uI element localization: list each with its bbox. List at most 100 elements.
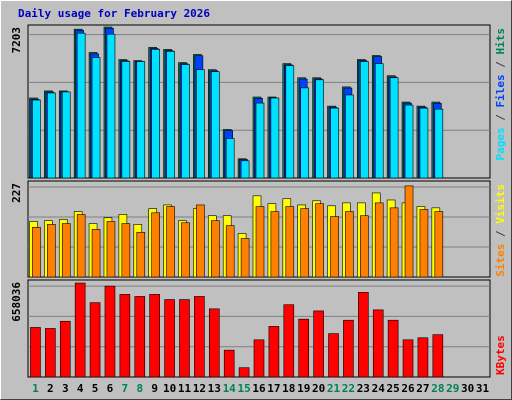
bar — [208, 308, 220, 378]
bar — [223, 349, 235, 378]
legend-separator: / — [494, 55, 507, 75]
x-tick-label: 11 — [178, 382, 192, 395]
bar — [89, 302, 101, 378]
x-tick-label: 2 — [47, 382, 54, 395]
bar — [417, 337, 429, 378]
bar — [389, 207, 399, 278]
bar — [345, 94, 354, 179]
bar — [61, 91, 71, 179]
bar — [91, 229, 101, 278]
bar — [330, 107, 339, 179]
bar — [372, 309, 384, 378]
bar — [402, 339, 414, 378]
x-tick-label: 8 — [136, 382, 143, 395]
legend: Pages / Files / Hits — [494, 28, 507, 161]
bar — [255, 102, 265, 179]
y-tick-label: 227 — [10, 183, 23, 203]
bar — [210, 71, 220, 179]
bar — [91, 57, 101, 179]
x-tick-label: 30 — [461, 382, 474, 395]
bar — [32, 227, 41, 278]
x-tick-label: 12 — [193, 382, 206, 395]
bar — [270, 97, 280, 179]
bar — [106, 33, 116, 179]
bar — [151, 212, 160, 278]
bar — [225, 225, 235, 278]
x-tick-label: 17 — [267, 382, 280, 395]
x-tick-label: 16 — [252, 382, 266, 395]
x-tick-label: 25 — [387, 382, 400, 395]
bar — [419, 209, 429, 278]
legend-entry: Files — [494, 74, 507, 107]
legend-entry: Pages — [494, 127, 507, 160]
x-tick-label: 10 — [163, 382, 176, 395]
bar — [300, 87, 310, 179]
bar — [196, 69, 205, 179]
bar — [30, 327, 41, 378]
bar — [240, 238, 250, 278]
bar — [121, 223, 131, 278]
bar — [74, 282, 86, 378]
bar — [313, 310, 324, 378]
bar — [253, 339, 265, 378]
legend-entry: Visits — [494, 184, 507, 224]
bar — [358, 292, 369, 378]
bar — [136, 61, 146, 179]
x-tick-label: 31 — [476, 382, 490, 395]
x-tick-label: 1 — [32, 382, 39, 395]
chart-title: Daily usage for February 2026 — [18, 7, 210, 20]
bar — [45, 328, 56, 378]
bar — [298, 318, 310, 378]
bar — [134, 296, 146, 378]
bar — [328, 333, 339, 378]
x-tick-label: 24 — [372, 382, 386, 395]
bar — [166, 51, 175, 179]
bar — [76, 214, 86, 278]
bar — [32, 99, 41, 179]
bar — [330, 216, 339, 278]
bar — [283, 304, 295, 378]
x-tick-label: 9 — [151, 382, 158, 395]
bar — [285, 206, 295, 278]
bar — [104, 285, 116, 378]
y-tick-label: 658036 — [10, 282, 23, 322]
legend-entry: Hits — [494, 28, 507, 55]
bar — [374, 63, 384, 179]
bar — [360, 61, 369, 179]
x-tick-label: 19 — [297, 382, 310, 395]
y-tick-label: 7203 — [10, 27, 23, 54]
bar — [419, 107, 429, 179]
bar — [61, 223, 71, 278]
legend: Sites / Visits — [494, 184, 507, 277]
x-tick-label: 22 — [342, 382, 355, 395]
bar — [343, 319, 354, 378]
bar — [136, 231, 146, 278]
bar — [76, 32, 86, 179]
x-tick-label: 23 — [357, 382, 370, 395]
bar — [121, 61, 131, 179]
x-tick-label: 29 — [446, 382, 459, 395]
bar — [315, 203, 324, 278]
bar — [194, 296, 205, 378]
bar — [238, 367, 250, 378]
bar — [59, 320, 71, 378]
legend: KBytes — [494, 335, 507, 375]
legend-entry: Sites — [494, 244, 507, 277]
bar — [315, 79, 324, 179]
bar — [181, 64, 190, 179]
x-tick-label: 27 — [416, 382, 429, 395]
bar — [270, 211, 280, 278]
bar — [181, 222, 190, 278]
x-tick-label: 18 — [282, 382, 295, 395]
x-tick-label: 4 — [77, 382, 84, 395]
bar — [432, 334, 444, 378]
bar — [196, 204, 205, 278]
x-tick-label: 26 — [401, 382, 415, 395]
bar — [285, 65, 295, 179]
bar — [360, 215, 369, 278]
bar — [404, 104, 414, 179]
bar — [149, 294, 160, 378]
